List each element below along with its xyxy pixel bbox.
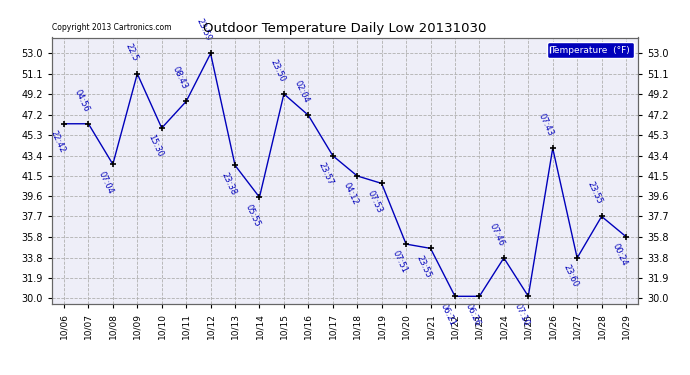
- Text: 23:60: 23:60: [561, 263, 580, 289]
- Text: 22:42: 22:42: [48, 129, 66, 154]
- Text: Copyright 2013 Cartronics.com: Copyright 2013 Cartronics.com: [52, 23, 171, 32]
- Text: 23:59: 23:59: [195, 17, 213, 43]
- Text: 15:30: 15:30: [146, 134, 164, 159]
- Text: 23:50: 23:50: [268, 58, 286, 83]
- Text: 07:43: 07:43: [537, 112, 555, 138]
- Text: 05:55: 05:55: [244, 202, 262, 228]
- Text: 06:26: 06:26: [464, 302, 482, 327]
- Text: 06:21: 06:21: [439, 302, 457, 327]
- Text: 07:51: 07:51: [391, 249, 408, 275]
- Text: 04:12: 04:12: [342, 181, 359, 207]
- Text: 23:57: 23:57: [317, 161, 335, 187]
- Legend: Temperature  (°F): Temperature (°F): [546, 42, 633, 58]
- Text: 04:56: 04:56: [72, 88, 91, 113]
- Text: 07:46: 07:46: [488, 222, 506, 247]
- Text: 23:55: 23:55: [415, 254, 433, 279]
- Text: 23:55: 23:55: [586, 180, 604, 206]
- Text: 07:53: 07:53: [366, 189, 384, 214]
- Title: Outdoor Temperature Daily Low 20131030: Outdoor Temperature Daily Low 20131030: [204, 22, 486, 35]
- Text: 23:38: 23:38: [219, 171, 237, 196]
- Text: 07:10: 07:10: [513, 302, 531, 327]
- Text: 00:24: 00:24: [610, 242, 629, 267]
- Text: 08:43: 08:43: [170, 65, 188, 91]
- Text: 02:04: 02:04: [293, 79, 310, 105]
- Text: 22:5: 22:5: [124, 42, 140, 63]
- Text: 07:04: 07:04: [97, 170, 115, 195]
